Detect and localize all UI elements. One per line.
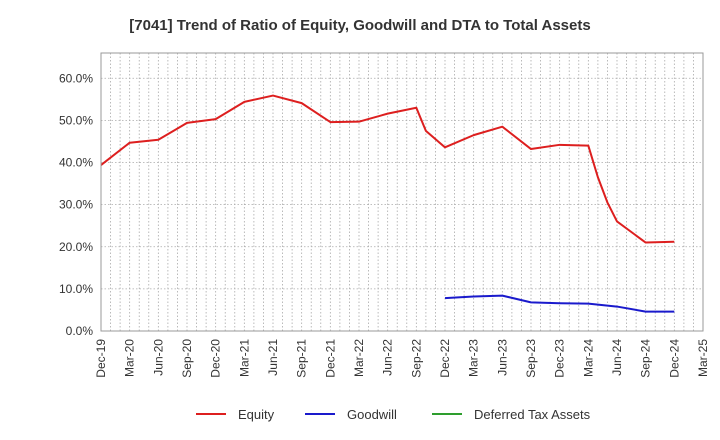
x-tick-label: Sep-21	[295, 339, 309, 378]
x-tick-label: Dec-22	[438, 339, 452, 378]
x-tick-label: Dec-19	[94, 339, 108, 378]
legend: Equity Goodwill Deferred Tax Assets	[196, 407, 591, 422]
x-tick-label: Mar-20	[123, 339, 137, 377]
x-tick-label: Jun-23	[495, 339, 509, 376]
x-tick-label: Jun-24	[610, 339, 624, 376]
x-tick-label: Jun-20	[151, 339, 165, 376]
x-tick-label: Sep-23	[524, 339, 538, 378]
legend-label: Equity	[238, 407, 275, 422]
x-tick-label: Mar-21	[237, 339, 251, 377]
grid	[101, 53, 703, 331]
x-tick-label: Mar-25	[696, 339, 710, 377]
x-tick-label: Dec-24	[667, 339, 681, 378]
x-tick-label: Sep-24	[639, 339, 653, 378]
x-tick-label: Dec-23	[553, 339, 567, 378]
series-group	[100, 94, 675, 313]
series-line-goodwill	[444, 294, 675, 313]
x-tick-label: Jun-21	[266, 339, 280, 376]
series-line-equity	[100, 94, 675, 244]
y-tick-label: 30.0%	[59, 198, 93, 212]
x-axis: Dec-19 Mar-20 Jun-20 Sep-20 Dec-20 Mar-21 Jun-…	[94, 339, 710, 378]
y-tick-label: 60.0%	[59, 71, 93, 85]
y-tick-label: 0.0%	[66, 324, 94, 338]
plot-frame	[100, 52, 704, 332]
x-tick-label: Sep-22	[409, 339, 423, 378]
x-tick-label: Jun-22	[381, 339, 395, 376]
x-tick-label: Sep-20	[180, 339, 194, 378]
x-tick-label: Dec-20	[209, 339, 223, 378]
legend-label: Deferred Tax Assets	[474, 407, 591, 422]
chart-title: [7041] Trend of Ratio of Equity, Goodwil…	[129, 17, 590, 34]
x-tick-label: Dec-21	[323, 339, 337, 378]
y-axis: 0.0% 10.0% 20.0% 30.0% 40.0% 50.0% 60.0%	[59, 71, 93, 338]
x-tick-label: Mar-24	[581, 339, 595, 377]
x-tick-label: Mar-23	[467, 339, 481, 377]
y-tick-label: 50.0%	[59, 113, 93, 127]
legend-label: Goodwill	[347, 407, 397, 422]
y-tick-label: 20.0%	[59, 240, 93, 254]
x-tick-label: Mar-22	[352, 339, 366, 377]
y-tick-label: 10.0%	[59, 282, 93, 296]
y-tick-label: 40.0%	[59, 156, 93, 170]
